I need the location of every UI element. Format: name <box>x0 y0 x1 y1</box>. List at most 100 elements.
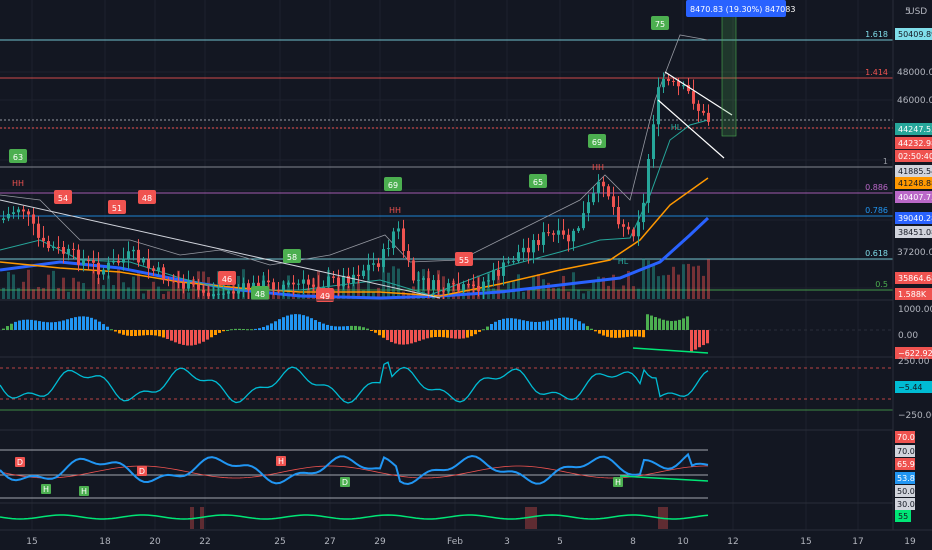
candle-body[interactable] <box>232 291 235 294</box>
candle-body[interactable] <box>457 283 460 291</box>
candle-body[interactable] <box>177 280 180 283</box>
candle-body[interactable] <box>202 289 205 293</box>
candle-body[interactable] <box>107 262 110 270</box>
candle-body[interactable] <box>297 283 300 285</box>
candle-body[interactable] <box>2 218 5 220</box>
candle-body[interactable] <box>267 280 270 283</box>
candle-body[interactable] <box>682 84 685 87</box>
oscillator-pane[interactable] <box>0 507 709 529</box>
candle-body[interactable] <box>277 289 280 291</box>
candle-body[interactable] <box>32 214 35 224</box>
candle-body[interactable] <box>702 110 705 113</box>
candle-body[interactable] <box>417 279 420 281</box>
candle-body[interactable] <box>367 264 370 271</box>
candle-body[interactable] <box>387 248 390 250</box>
candle-body[interactable] <box>462 284 465 291</box>
candle-body[interactable] <box>402 228 405 251</box>
candle-body[interactable] <box>517 252 520 262</box>
candle-body[interactable] <box>22 209 25 212</box>
candle-body[interactable] <box>342 275 345 287</box>
candle-body[interactable] <box>617 206 620 225</box>
candlesticks[interactable] <box>2 72 710 299</box>
candle-body[interactable] <box>507 261 510 263</box>
candle-body[interactable] <box>222 293 225 295</box>
candle-body[interactable] <box>157 267 160 271</box>
candle-body[interactable] <box>522 247 525 253</box>
candle-body[interactable] <box>662 78 665 88</box>
candle-body[interactable] <box>487 280 490 282</box>
candle-body[interactable] <box>642 202 645 223</box>
candle-body[interactable] <box>532 240 535 253</box>
candle-body[interactable] <box>707 112 710 122</box>
candle-body[interactable] <box>162 267 165 281</box>
candle-body[interactable] <box>337 277 340 287</box>
candle-body[interactable] <box>167 280 170 282</box>
candle-body[interactable] <box>302 279 305 284</box>
candle-body[interactable] <box>127 251 130 259</box>
candle-body[interactable] <box>317 286 320 289</box>
candle-body[interactable] <box>187 281 190 289</box>
candle-body[interactable] <box>687 84 690 92</box>
candle-body[interactable] <box>237 290 240 294</box>
candle-body[interactable] <box>637 222 640 237</box>
candle-body[interactable] <box>582 213 585 229</box>
candle-body[interactable] <box>362 270 365 277</box>
candle-body[interactable] <box>312 284 315 287</box>
candle-body[interactable] <box>287 282 290 285</box>
candle-body[interactable] <box>407 250 410 261</box>
time-axis[interactable] <box>0 530 932 550</box>
candle-body[interactable] <box>422 278 425 280</box>
candle-body[interactable] <box>597 181 600 194</box>
candle-body[interactable] <box>542 232 545 245</box>
candle-body[interactable] <box>327 276 330 287</box>
candle-body[interactable] <box>602 181 605 187</box>
candle-body[interactable] <box>562 230 565 235</box>
candle-body[interactable] <box>412 260 415 281</box>
candle-body[interactable] <box>382 249 385 267</box>
candle-body[interactable] <box>42 237 45 242</box>
candle-body[interactable] <box>17 209 20 213</box>
measure-box[interactable] <box>721 7 737 137</box>
candle-body[interactable] <box>292 282 295 285</box>
candle-body[interactable] <box>392 231 395 249</box>
candle-body[interactable] <box>212 294 215 297</box>
candle-body[interactable] <box>547 232 550 234</box>
candle-body[interactable] <box>47 241 50 248</box>
candle-body[interactable] <box>27 211 30 215</box>
candle-body[interactable] <box>57 246 60 248</box>
candle-body[interactable] <box>647 158 650 203</box>
candle-body[interactable] <box>307 279 310 285</box>
candle-body[interactable] <box>182 282 185 289</box>
flag-upper-line[interactable] <box>664 71 733 116</box>
candle-body[interactable] <box>632 229 635 237</box>
candle-body[interactable] <box>552 233 555 235</box>
descending-trendline[interactable] <box>0 199 441 299</box>
candle-body[interactable] <box>137 249 140 263</box>
candle-body[interactable] <box>692 91 695 104</box>
candle-body[interactable] <box>577 228 580 231</box>
candle-body[interactable] <box>567 234 570 242</box>
candle-body[interactable] <box>132 249 135 252</box>
candle-body[interactable] <box>502 262 505 276</box>
candle-body[interactable] <box>442 290 445 292</box>
candle-body[interactable] <box>482 281 485 291</box>
candle-body[interactable] <box>92 260 95 263</box>
candle-body[interactable] <box>652 124 655 159</box>
candle-body[interactable] <box>622 224 625 227</box>
candle-body[interactable] <box>657 87 660 125</box>
candle-body[interactable] <box>472 284 475 287</box>
candle-body[interactable] <box>227 291 230 294</box>
candle-body[interactable] <box>447 283 450 292</box>
candle-body[interactable] <box>607 186 610 197</box>
candle-body[interactable] <box>452 283 455 285</box>
rsi-pane[interactable]: D H H D H D H <box>0 449 709 499</box>
candle-body[interactable] <box>52 246 55 248</box>
candle-body[interactable] <box>497 269 500 276</box>
candle-body[interactable] <box>247 283 250 291</box>
candle-body[interactable] <box>37 223 40 238</box>
candle-body[interactable] <box>147 259 150 269</box>
candle-body[interactable] <box>207 292 210 297</box>
candle-body[interactable] <box>557 230 560 235</box>
candle-body[interactable] <box>72 248 75 250</box>
